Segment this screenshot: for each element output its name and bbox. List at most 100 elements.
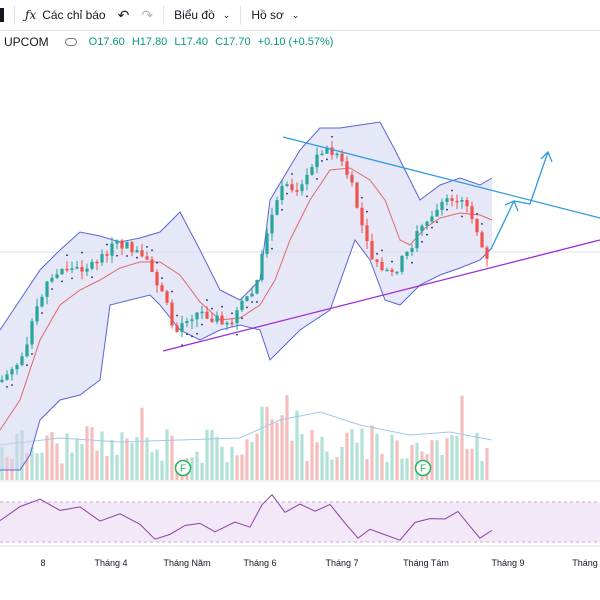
volume-bar — [480, 460, 484, 480]
x-axis-label: Tháng Tám — [403, 558, 449, 568]
candle-body — [245, 296, 249, 302]
volume-bar — [455, 435, 459, 480]
volume-bar — [335, 457, 339, 480]
open-value: O17.60 — [88, 36, 125, 48]
candle-body — [445, 198, 449, 203]
candle-body — [170, 302, 174, 326]
candle-body — [15, 364, 19, 370]
support-trendline[interactable] — [162, 239, 600, 352]
candle-body — [95, 261, 99, 264]
volume-bar — [95, 450, 99, 480]
candle-body — [140, 250, 144, 257]
redo-icon: ↷ — [141, 6, 154, 23]
sar-dot — [146, 246, 148, 248]
undo-button[interactable]: ↶ — [112, 0, 136, 30]
candle-body — [420, 225, 424, 232]
volume-bar — [210, 429, 214, 480]
resistance-trendline[interactable] — [282, 136, 600, 219]
volume-bar — [125, 438, 129, 480]
chart-menu-button[interactable]: Biểu đồ ⌄ — [168, 0, 236, 30]
candle-body — [330, 147, 334, 155]
candle-body — [225, 322, 229, 325]
sar-dot — [286, 192, 288, 195]
toolbar-divider — [14, 5, 15, 25]
sar-dot — [171, 290, 173, 293]
volume-bar — [75, 438, 79, 480]
bollinger-lower-line — [0, 238, 493, 471]
volume-bar — [70, 452, 74, 480]
volume-bar — [270, 419, 274, 480]
symbol-label[interactable]: UPCOM — [4, 35, 49, 49]
indicators-label: Các chỉ báo — [42, 8, 106, 22]
x-axis-label: Tháng 7 — [325, 558, 358, 568]
candle-body — [180, 323, 184, 332]
x-axis-label: Tháng Năm — [163, 558, 210, 568]
candle-body — [465, 200, 469, 207]
volume-bar — [155, 449, 159, 480]
sar-dot — [206, 299, 208, 301]
candle-body — [410, 248, 414, 252]
volume-bar — [385, 461, 389, 480]
candle-body — [50, 277, 54, 282]
candle-body — [370, 241, 374, 260]
volume-bar — [245, 439, 249, 480]
volume-bar — [485, 448, 489, 480]
volume-bar — [265, 406, 269, 480]
bollinger-upper-line — [0, 121, 493, 331]
candle-body — [5, 374, 9, 380]
fx-icon: ƒx — [25, 8, 37, 22]
candle-body — [310, 167, 314, 175]
candle-body — [200, 311, 204, 314]
candle-body — [80, 266, 84, 272]
candle-body — [10, 369, 14, 375]
redo-button[interactable]: ↷ — [135, 0, 159, 30]
candle-body — [335, 153, 339, 156]
eye-icon[interactable] — [64, 38, 77, 46]
volume-bar — [105, 456, 109, 480]
chevron-down-icon: ⌄ — [291, 9, 300, 20]
candle-body — [65, 268, 69, 271]
volume-bar — [195, 451, 199, 480]
sar-dot — [291, 173, 293, 175]
volume-bar — [280, 415, 284, 480]
volume-bar — [355, 442, 359, 480]
sar-dot — [191, 335, 193, 338]
sar-dot — [451, 189, 453, 192]
indicators-button[interactable]: ƒx Các chỉ báo — [19, 0, 112, 30]
candle-body — [220, 315, 224, 325]
sar-dot — [186, 333, 188, 336]
event-marker-circle[interactable] — [174, 459, 192, 477]
volume-bar — [215, 436, 219, 480]
rsi-band — [0, 502, 600, 542]
undo-icon: ↶ — [117, 6, 130, 23]
volume-ma-line — [0, 411, 493, 446]
menu-icon[interactable] — [0, 0, 10, 30]
sar-dot — [196, 332, 198, 335]
projection-arrow-shaft[interactable] — [513, 151, 549, 205]
toolbar-divider — [240, 5, 242, 25]
candle-body — [70, 268, 74, 270]
sar-dot — [31, 353, 33, 355]
volume-bar — [430, 440, 434, 480]
sar-dot — [91, 276, 93, 279]
candle-body — [30, 321, 34, 345]
projection-arrow-shaft[interactable] — [490, 200, 515, 250]
volume-bar — [150, 452, 154, 480]
volume-bar — [240, 454, 244, 480]
profile-menu-button[interactable]: Hồ sơ ⌄ — [245, 0, 305, 30]
x-axis-label: 8 — [40, 558, 45, 568]
volume-bar — [55, 443, 59, 480]
candle-body — [195, 312, 199, 320]
volume-bar — [380, 453, 384, 480]
candle-body — [190, 319, 194, 322]
sar-dot — [476, 212, 478, 215]
candle-body — [475, 218, 479, 233]
volume-bar — [235, 455, 239, 480]
candle-body — [40, 296, 44, 307]
candle-body — [0, 379, 4, 382]
rsi-line — [0, 494, 493, 541]
event-marker-circle[interactable] — [414, 459, 432, 477]
candle-body — [325, 147, 329, 154]
sar-dot — [201, 323, 203, 326]
